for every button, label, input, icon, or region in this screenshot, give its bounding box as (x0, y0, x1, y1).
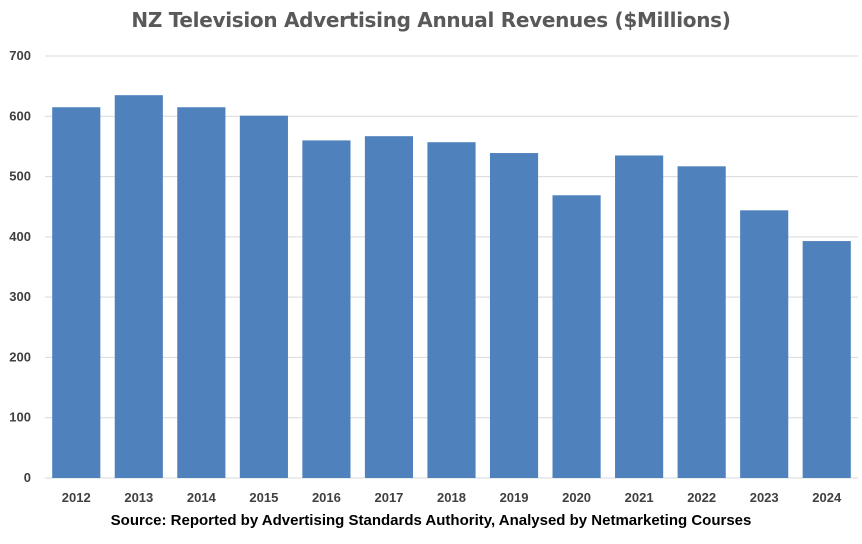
y-tick-label: 600 (9, 108, 31, 123)
x-tick-label: 2024 (812, 490, 842, 505)
y-tick-label: 300 (9, 289, 31, 304)
x-tick-label: 2020 (562, 490, 591, 505)
x-axis: 2012 2013 2014 2015 2016 2017 2018 2019 2020 2021… (62, 490, 842, 505)
x-tick-label: 2014 (187, 490, 217, 505)
x-tick-label: 2016 (312, 490, 341, 505)
y-tick-label: 500 (9, 169, 31, 184)
x-tick-label: 2012 (62, 490, 91, 505)
bar-2018 (427, 142, 476, 478)
x-tick-label: 2017 (374, 490, 403, 505)
x-tick-label: 2013 (124, 490, 153, 505)
x-tick-label: 2015 (249, 490, 278, 505)
bar-2021 (615, 155, 664, 478)
y-axis: 0 100 200 300 400 500 600 700 (9, 48, 31, 485)
y-tick-label: 400 (9, 229, 31, 244)
chart-title: NZ Television Advertising Annual Revenue… (131, 8, 731, 32)
bar-2017 (364, 136, 414, 478)
y-tick-label: 700 (9, 48, 31, 63)
bars (52, 95, 851, 479)
bar-2012 (52, 107, 101, 479)
bar-2013 (114, 95, 163, 478)
chart-source: Source: Reported by Advertising Standard… (110, 512, 752, 529)
y-tick-label: 0 (24, 470, 31, 485)
x-tick-label: 2021 (625, 490, 654, 505)
bar-2019 (489, 153, 539, 478)
y-tick-label: 100 (9, 410, 31, 425)
x-tick-label: 2019 (500, 490, 529, 505)
x-tick-label: 2022 (687, 490, 716, 505)
bar-2015 (239, 115, 288, 479)
x-tick-label: 2018 (437, 490, 466, 505)
bar-2024 (802, 241, 851, 478)
bar-2022 (677, 166, 726, 478)
bar-2020 (552, 195, 601, 478)
x-tick-label: 2023 (750, 490, 779, 505)
bar-2014 (177, 107, 226, 479)
bar-2016 (302, 140, 351, 478)
bar-2023 (740, 210, 789, 478)
y-tick-label: 200 (9, 349, 31, 364)
